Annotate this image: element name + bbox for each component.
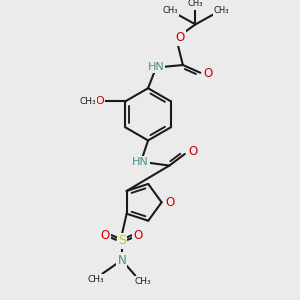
Text: CH₃: CH₃ [80, 97, 96, 106]
Text: CH₃: CH₃ [87, 275, 104, 284]
Text: HN: HN [132, 157, 149, 167]
Text: CH₃: CH₃ [163, 6, 178, 15]
Text: O: O [166, 196, 175, 209]
Text: N: N [117, 254, 126, 267]
Text: O: O [176, 32, 184, 44]
Text: O: O [101, 230, 110, 242]
Text: O: O [134, 230, 143, 242]
Text: HN: HN [147, 62, 164, 72]
Text: CH₃: CH₃ [214, 6, 229, 15]
Text: CH₃: CH₃ [135, 277, 152, 286]
Text: O: O [188, 145, 197, 158]
Text: O: O [203, 67, 213, 80]
Text: CH₃: CH₃ [188, 0, 203, 8]
Text: O: O [95, 96, 104, 106]
Text: S: S [118, 234, 126, 247]
